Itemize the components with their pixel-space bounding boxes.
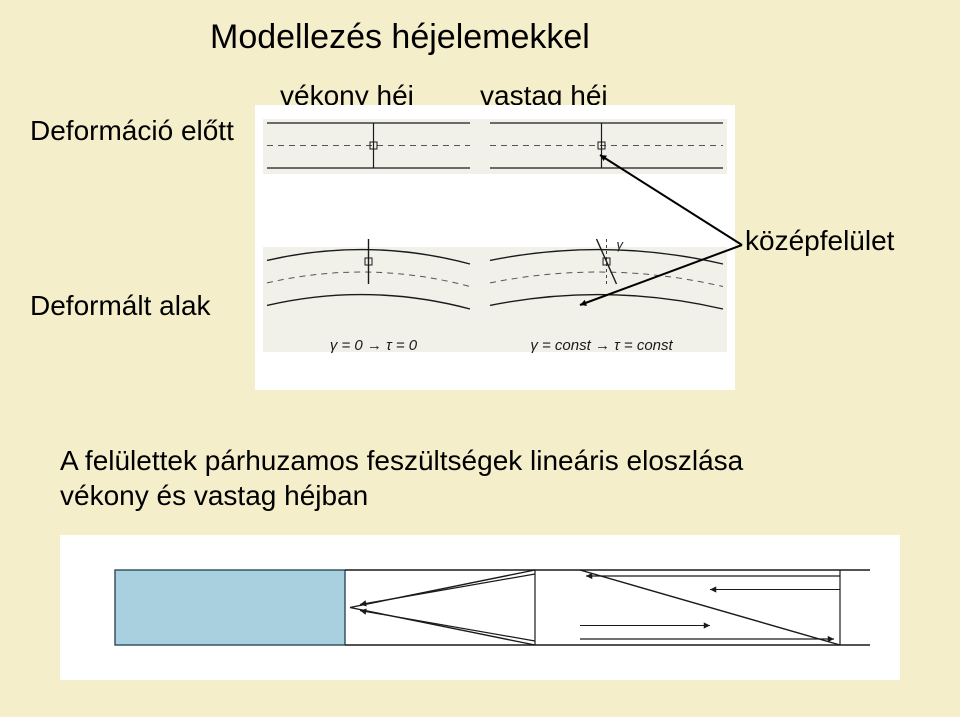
deformation-diagram: γγ = 0 → τ = 0γ = const → τ = const <box>255 105 735 390</box>
stress-distribution-diagram <box>60 535 900 680</box>
page-title: Modellezés héjelemekkel <box>210 18 590 57</box>
label-middle-surface: középfelület <box>745 225 894 257</box>
label-before-deformation: Deformáció előtt <box>30 115 234 147</box>
label-deformed-shape: Deformált alak <box>30 290 211 322</box>
svg-text:γ = 0 → τ = 0: γ = 0 → τ = 0 <box>330 337 418 354</box>
stress-caption-line1: A felülettek párhuzamos feszültségek lin… <box>60 445 743 477</box>
stress-caption-line2: vékony és vastag héjban <box>60 480 368 512</box>
svg-text:γ = const → τ = const: γ = const → τ = const <box>530 337 673 354</box>
